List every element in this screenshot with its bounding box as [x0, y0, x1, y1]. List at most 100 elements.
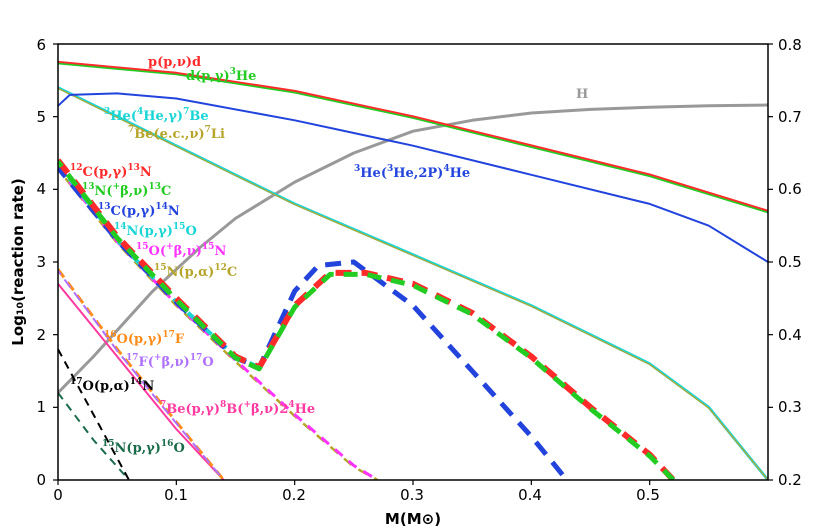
label-part: N: [168, 204, 180, 219]
label-part: 14: [130, 377, 143, 387]
label-o15: 15O(+β,ν)15N: [136, 242, 226, 259]
series-layer: [58, 60, 768, 480]
series-line: [58, 62, 768, 214]
label-part: 17: [162, 330, 175, 340]
label-part: 4: [443, 164, 449, 174]
y2-tick-label: 0.4: [778, 326, 802, 344]
label-part: 14: [155, 202, 168, 212]
y2-tick-label: 0.7: [778, 108, 802, 126]
label-dpg: d(p,γ)3He: [186, 67, 256, 84]
label-part: 15: [202, 242, 215, 252]
label-part: +: [113, 182, 121, 192]
label-part: 16: [161, 439, 174, 449]
label-part: O(: [149, 244, 166, 259]
series-line: [58, 283, 225, 480]
label-part: 13: [98, 202, 111, 212]
y-tick-label: 3: [36, 253, 46, 271]
series-line: [58, 168, 379, 480]
label-part: β,ν): [120, 184, 148, 199]
y2-tick-label: 0.3: [778, 398, 802, 416]
label-part: 4: [137, 107, 143, 117]
label-part: β,ν): [161, 355, 189, 370]
y2-tick-label: 0.2: [778, 471, 802, 489]
label-part: β,ν)2: [251, 402, 288, 417]
label-part: C: [161, 184, 171, 199]
label-part: 13: [82, 182, 95, 192]
label-n13: 13N(+β,ν)13C: [82, 182, 171, 199]
label-part: He,2P): [393, 166, 443, 181]
x-tick-label: 0.1: [164, 486, 188, 504]
label-n15b: 15N(p,γ)16O: [102, 439, 185, 456]
label-o17: 17O(p,α)14N: [70, 377, 154, 394]
label-part: He,γ): [143, 109, 183, 124]
label-part: Be: [189, 109, 208, 124]
label-part: He(: [110, 109, 137, 124]
label-part: 4: [288, 400, 294, 410]
label-c12: 12C(p,γ)13N: [70, 163, 152, 180]
series-line: [58, 392, 130, 480]
label-part: C: [227, 265, 237, 280]
label-part: N(p,γ): [127, 224, 173, 239]
label-part: O: [202, 355, 213, 370]
label-part: N(: [95, 184, 113, 199]
series-line: [58, 270, 225, 480]
label-part: 7: [183, 107, 189, 117]
label-part: 17: [70, 377, 83, 387]
label-part: B(: [226, 402, 243, 417]
label-part: 17: [190, 353, 203, 363]
label-part: He: [295, 402, 316, 417]
y-tick-label: 0: [36, 471, 46, 489]
y-tick-label: 1: [36, 398, 46, 416]
label-part: Li: [211, 127, 225, 142]
label-H: H: [576, 87, 588, 102]
label-part: 13: [148, 182, 161, 192]
label-part: F: [175, 332, 185, 347]
label-part: 13: [127, 163, 140, 173]
y2-tick-label: 0.6: [778, 180, 802, 198]
series-line: [58, 87, 768, 480]
x-tick-label: 0.2: [282, 486, 306, 504]
label-he3he3: 3He(3He,2P)4He: [354, 164, 470, 181]
x-axis-title: M(M⊙): [385, 510, 441, 528]
label-part: +: [154, 353, 162, 363]
series-line: [58, 160, 676, 480]
label-part: 3: [354, 164, 360, 174]
label-part: +: [166, 242, 174, 252]
label-part: 3: [104, 107, 110, 117]
label-part: F(: [139, 355, 154, 370]
y-tick-label: 4: [36, 180, 46, 198]
label-part: N(p,α): [167, 265, 215, 280]
label-part: O: [185, 224, 196, 239]
label-be7p: 7Be(p,γ)8B(+β,ν)24He: [160, 400, 315, 417]
label-part: N: [214, 244, 226, 259]
label-part: 3: [230, 67, 236, 77]
series-line: [58, 166, 379, 480]
label-c13: 13C(p,γ)14N: [98, 202, 180, 219]
series-line: [58, 86, 768, 480]
label-part: 7: [160, 400, 166, 410]
label-part: C(p,γ): [111, 204, 156, 219]
label-part: 14: [114, 222, 127, 232]
label-part: O(p,γ): [117, 332, 163, 347]
label-o16: 16O(p,γ)17F: [104, 330, 185, 347]
label-part: Be(p,γ): [166, 402, 220, 417]
label-he3he4: 3He(4He,γ)7Be: [104, 107, 209, 124]
label-part: Be(e.c.,ν): [134, 127, 204, 142]
series-line: [58, 60, 768, 213]
label-part: He: [236, 69, 257, 84]
label-part: β,ν): [174, 244, 202, 259]
label-part: N: [142, 379, 154, 394]
label-part: 8: [220, 400, 226, 410]
y2-tick-label: 0.5: [778, 253, 802, 271]
label-part: d(p,γ): [186, 69, 230, 84]
label-part: 15: [154, 263, 167, 273]
x-tick-label: 0: [53, 486, 63, 504]
label-part: 7: [205, 125, 211, 135]
label-n14: 14N(p,γ)15O: [114, 222, 197, 239]
label-part: 12: [70, 163, 83, 173]
label-part: O(p,α): [83, 379, 130, 394]
label-part: 12: [214, 263, 227, 273]
label-be7: 7Be(e.c.,ν)7Li: [128, 125, 225, 142]
label-pp: p(p,ν)d: [148, 55, 201, 70]
label-part: N(p,γ): [115, 441, 161, 456]
